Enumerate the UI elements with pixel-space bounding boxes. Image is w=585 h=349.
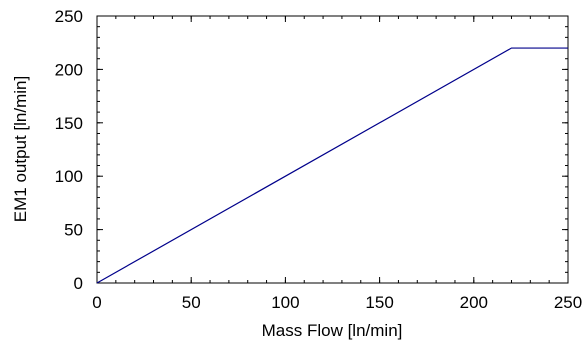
minor-ticks: [96, 15, 569, 284]
x-tick-label: 50: [182, 293, 201, 312]
y-tick-label: 100: [55, 167, 83, 186]
x-tick-label: 0: [92, 293, 101, 312]
x-tick-label: 150: [365, 293, 393, 312]
y-tick-label: 50: [64, 221, 83, 240]
y-axis-title: EM1 output [ln/min]: [11, 76, 30, 222]
x-axis-title: Mass Flow [ln/min]: [262, 321, 403, 340]
y-tick-label: 0: [74, 274, 83, 293]
x-tick-label: 100: [271, 293, 299, 312]
series-line-1: [96, 47, 568, 284]
y-tick-label: 250: [55, 7, 83, 26]
series-layer: [96, 47, 568, 284]
major-ticks: [96, 15, 569, 284]
x-tick-label: 200: [460, 293, 488, 312]
y-tick-labels: 0 50 100 150 200 250: [55, 7, 83, 293]
y-tick-label: 200: [55, 60, 83, 79]
x-tick-labels: 0 50 100 150 200 250: [92, 293, 582, 312]
y-tick-label: 150: [55, 114, 83, 133]
x-tick-label: 250: [554, 293, 582, 312]
